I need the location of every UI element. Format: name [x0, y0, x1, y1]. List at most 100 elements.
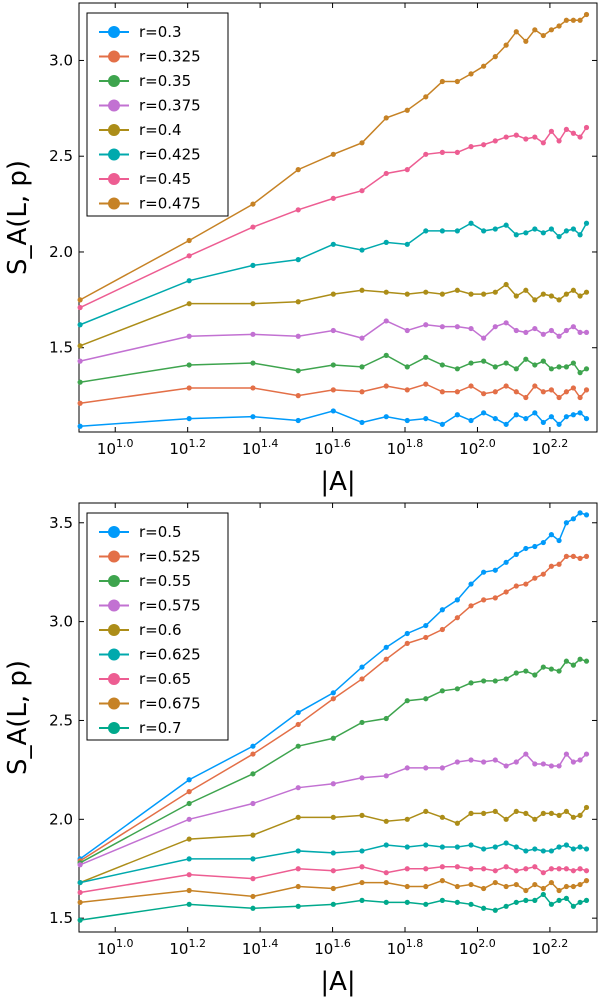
data-point [439, 877, 445, 884]
data-point [359, 812, 365, 818]
data-point [523, 329, 529, 336]
y-tick-label: 1.5 [49, 339, 73, 357]
data-point [556, 23, 562, 29]
legend-item: r=0.7 [99, 719, 182, 737]
data-point [548, 848, 555, 854]
data-point [423, 381, 429, 387]
data-point [540, 885, 546, 892]
data-point [523, 545, 529, 552]
data-point [383, 870, 389, 876]
data-point [295, 167, 301, 173]
data-point [583, 289, 590, 295]
legend-label: r=0.3 [139, 23, 182, 41]
data-point [523, 897, 529, 903]
x-tick-label: 101.0 [97, 937, 134, 958]
data-point [513, 868, 519, 874]
data-point [186, 777, 192, 783]
data-point [439, 626, 445, 633]
data-point [523, 136, 529, 142]
x-tick-label-base: 10 [387, 440, 406, 458]
data-point [548, 763, 555, 769]
data-point [468, 360, 474, 366]
data-point [577, 812, 583, 818]
data-point [577, 410, 583, 416]
legend-swatch-marker [108, 526, 120, 538]
data-point [330, 241, 336, 247]
data-point [77, 343, 83, 349]
data-point [468, 291, 474, 297]
data-point [532, 672, 538, 678]
x-tick-label-base: 10 [459, 940, 478, 958]
data-point [513, 551, 519, 558]
data-point [583, 124, 590, 131]
legend-item: r=0.375 [99, 97, 201, 115]
data-point [481, 391, 487, 397]
data-point [540, 571, 546, 577]
data-point [503, 883, 509, 890]
data-point [439, 814, 445, 820]
data-point [532, 383, 538, 389]
data-point [383, 773, 389, 779]
legend-item: r=0.625 [99, 646, 201, 664]
data-point [577, 844, 583, 850]
data-point [492, 415, 498, 422]
data-point [295, 883, 301, 890]
x-tick-label-base: 10 [314, 940, 333, 958]
x-axis-label: |A| [320, 967, 355, 997]
data-point [563, 389, 569, 395]
data-point [563, 883, 569, 890]
data-point [250, 751, 256, 757]
data-point [523, 866, 529, 872]
data-point [503, 281, 509, 288]
data-point [404, 866, 410, 872]
data-point [295, 903, 301, 909]
x-tick-label-base: 10 [169, 940, 188, 958]
data-point [583, 366, 590, 372]
data-point [439, 389, 445, 395]
data-point [383, 715, 389, 722]
series-line [80, 354, 587, 383]
data-point [513, 232, 519, 238]
data-point [468, 220, 474, 226]
x-tick-label-exponent: 1.4 [261, 937, 279, 950]
data-point [250, 800, 256, 807]
data-point [577, 370, 583, 376]
data-point [359, 897, 365, 903]
data-point [513, 132, 519, 138]
data-point [583, 553, 590, 559]
series-r=0.475 [77, 11, 590, 303]
x-tick-label: 101.2 [169, 937, 206, 958]
data-point [481, 410, 487, 416]
x-tick-label-exponent: 1.2 [188, 937, 206, 950]
series-line [80, 893, 587, 921]
data-point [439, 421, 445, 427]
data-point [570, 130, 576, 136]
x-tick-label: 102.0 [459, 937, 496, 958]
data-point [481, 63, 487, 69]
data-point [454, 820, 460, 826]
data-point [423, 415, 429, 422]
data-point [583, 11, 590, 18]
legend-label: r=0.35 [139, 72, 191, 90]
data-point [423, 354, 429, 360]
data-point [77, 322, 83, 328]
series-line [80, 879, 587, 904]
data-point [540, 664, 546, 670]
data-point [250, 414, 256, 420]
data-point [454, 228, 460, 234]
data-point [186, 816, 192, 822]
data-point [503, 840, 509, 846]
legend-item: r=0.55 [99, 572, 191, 590]
data-point [404, 765, 410, 771]
data-point [359, 188, 365, 194]
legend-label: r=0.625 [139, 646, 201, 664]
data-point [186, 362, 192, 368]
data-point [492, 678, 498, 684]
x-tick-label-exponent: 1.0 [116, 937, 134, 950]
legend-item: r=0.425 [99, 146, 201, 164]
data-point [583, 846, 590, 852]
x-tick-label-base: 10 [459, 440, 478, 458]
data-point [583, 751, 590, 757]
data-point [454, 324, 460, 330]
data-point [330, 408, 336, 414]
